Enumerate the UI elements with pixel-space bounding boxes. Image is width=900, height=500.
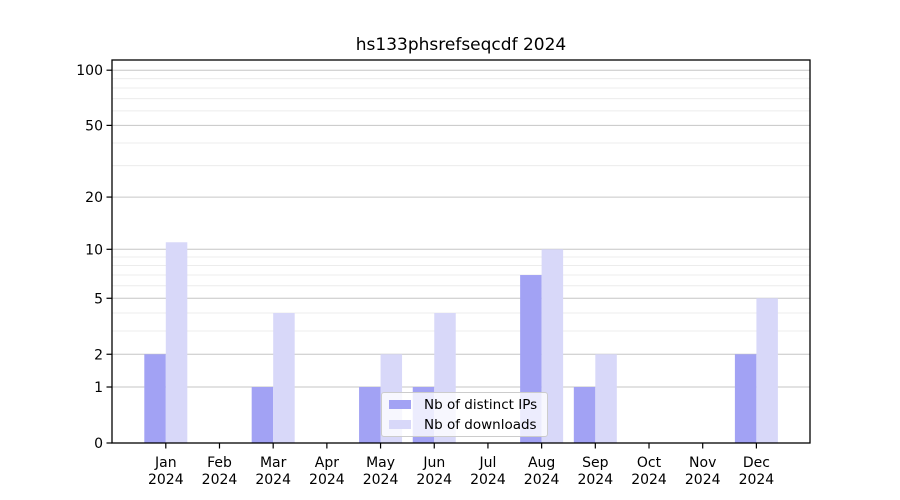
chart-title: hs133phsrefseqcdf 2024 (355, 35, 567, 55)
x-tick-label-year: 2024 (470, 472, 506, 488)
y-tick-label: 100 (76, 63, 103, 79)
legend-label-downloads: Nb of downloads (424, 416, 537, 433)
bar-downloads (595, 354, 617, 443)
x-tick-label-year: 2024 (631, 472, 667, 488)
x-tick-label-year: 2024 (524, 472, 560, 488)
x-tick-label-year: 2024 (363, 472, 399, 488)
legend-label-distinct-ips: Nb of distinct IPs (424, 396, 538, 413)
x-tick-label-month: May (366, 455, 395, 471)
y-tick-label: 0 (94, 436, 103, 452)
x-tick-label-year: 2024 (739, 472, 775, 488)
bar-downloads (273, 312, 295, 443)
y-tick-label: 20 (85, 190, 103, 206)
bar-distinct-ips (359, 387, 381, 443)
x-tick-label-year: 2024 (202, 472, 238, 488)
x-tick-label-month: Aug (528, 455, 555, 471)
y-tick-label: 5 (94, 291, 103, 307)
x-tick-label-year: 2024 (309, 472, 345, 488)
legend-item-distinct-ips: Nb of distinct IPs (389, 397, 547, 413)
x-tick-label-year: 2024 (416, 472, 452, 488)
x-tick-label-month: Oct (637, 455, 662, 471)
bar-distinct-ips (251, 387, 274, 443)
y-tick-label: 50 (85, 118, 103, 134)
x-tick-label-month: Jan (154, 455, 177, 471)
y-tick-label: 1 (94, 380, 103, 396)
x-tick-label-year: 2024 (255, 472, 291, 488)
bar-distinct-ips (734, 354, 757, 443)
x-tick-label-year: 2024 (577, 472, 613, 488)
legend: Nb of distinct IPs Nb of downloads (381, 392, 548, 437)
x-tick-label-month: Feb (207, 455, 232, 471)
bar-distinct-ips (573, 387, 596, 443)
legend-swatch-distinct-ips-icon (389, 400, 411, 409)
x-tick-label-month: Nov (689, 455, 716, 471)
x-tick-label-month: Apr (315, 455, 339, 471)
x-tick-label-month: Mar (260, 455, 287, 471)
legend-swatch-downloads-icon (389, 420, 411, 429)
axes-box (111, 59, 811, 444)
y-tick-label: 10 (85, 242, 103, 258)
y-tick-label: 2 (94, 347, 103, 363)
legend-item-downloads: Nb of downloads (389, 417, 547, 433)
x-tick-label-month: Sep (582, 455, 609, 471)
bar-downloads (756, 298, 778, 443)
x-tick-label-year: 2024 (148, 472, 184, 488)
x-tick-label-month: Dec (743, 455, 770, 471)
x-tick-label-month: Jul (478, 455, 496, 471)
bar-distinct-ips (144, 354, 166, 443)
x-tick-label-month: Jun (422, 455, 445, 471)
x-tick-label-year: 2024 (685, 472, 721, 488)
bar-downloads (165, 242, 188, 443)
